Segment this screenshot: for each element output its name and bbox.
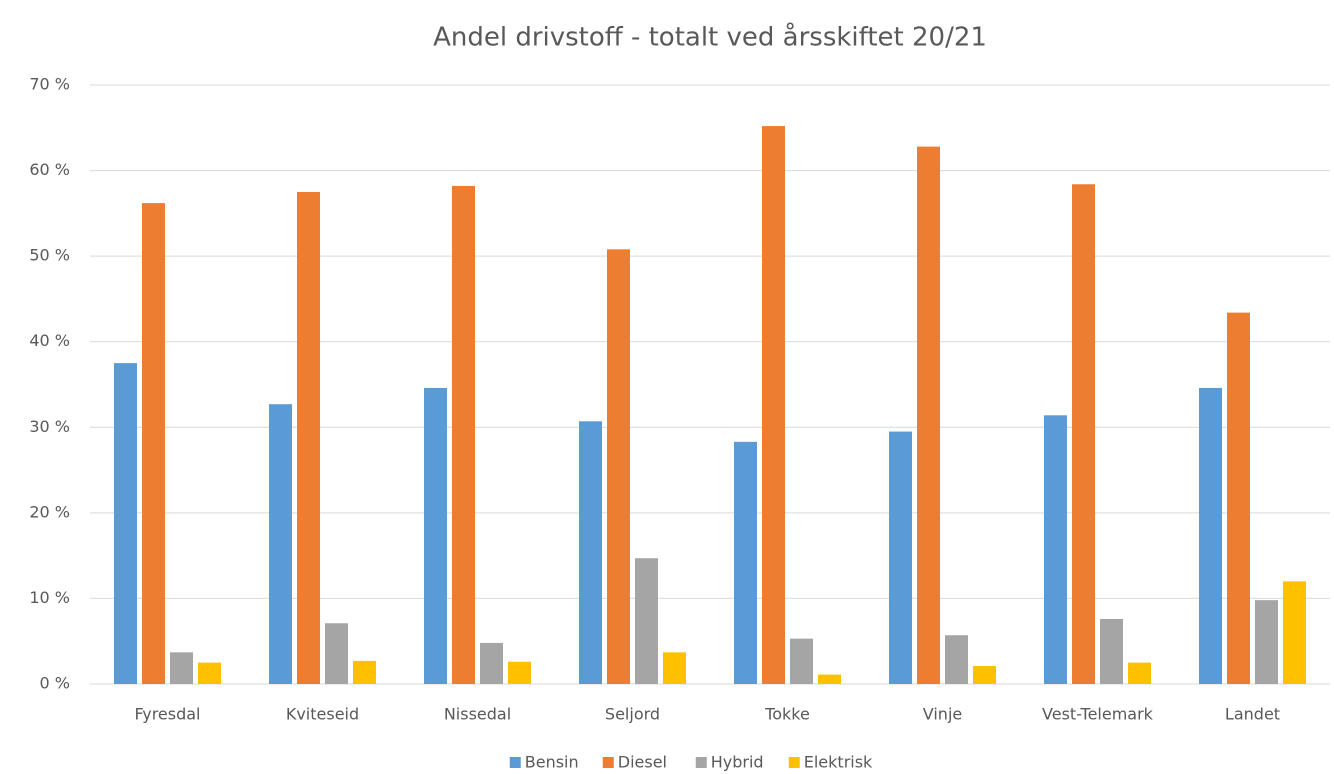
bar bbox=[1227, 312, 1250, 684]
legend-label: Bensin bbox=[525, 753, 579, 772]
x-tick-label: Vinje bbox=[923, 705, 962, 724]
bar bbox=[297, 191, 320, 684]
bar bbox=[818, 674, 841, 684]
bar bbox=[917, 146, 940, 684]
y-tick-label: 70 % bbox=[29, 75, 70, 94]
bar bbox=[424, 387, 447, 684]
legend-label: Elektrisk bbox=[804, 753, 873, 772]
bar bbox=[663, 652, 686, 684]
bar bbox=[170, 652, 193, 684]
bar bbox=[142, 203, 165, 685]
legend-label: Hybrid bbox=[711, 753, 764, 772]
bar bbox=[1100, 618, 1123, 684]
bar bbox=[734, 441, 757, 684]
bar bbox=[1283, 581, 1306, 684]
bar bbox=[325, 623, 348, 684]
bar bbox=[1128, 662, 1151, 684]
bar bbox=[1044, 415, 1067, 684]
chart-title: Andel drivstoff - totalt ved årsskiftet … bbox=[433, 22, 987, 53]
bar bbox=[353, 660, 376, 684]
bar bbox=[790, 638, 813, 684]
bar bbox=[198, 662, 221, 684]
legend-label: Diesel bbox=[618, 753, 667, 772]
bar bbox=[1255, 600, 1278, 684]
bar bbox=[452, 185, 475, 684]
y-tick-label: 20 % bbox=[29, 502, 70, 521]
x-tick-label: Fyresdal bbox=[134, 705, 200, 724]
y-tick-label: 10 % bbox=[29, 588, 70, 607]
legend-swatch bbox=[695, 757, 707, 768]
y-tick-label: 50 % bbox=[29, 246, 70, 265]
y-tick-label: 40 % bbox=[29, 331, 70, 350]
bar bbox=[114, 363, 137, 684]
bar bbox=[269, 404, 292, 684]
x-tick-label: Landet bbox=[1225, 705, 1280, 724]
y-tick-label: 30 % bbox=[29, 417, 70, 436]
legend-swatch bbox=[602, 757, 614, 768]
y-tick-label: 0 % bbox=[40, 674, 70, 693]
x-tick-label: Seljord bbox=[605, 705, 660, 724]
x-tick-label: Vest-Telemark bbox=[1042, 705, 1154, 724]
bar bbox=[762, 126, 785, 685]
x-tick-label: Tokke bbox=[764, 705, 810, 724]
bar bbox=[579, 421, 602, 684]
bar bbox=[635, 558, 658, 684]
legend-swatch bbox=[509, 757, 521, 768]
legend-swatch bbox=[788, 757, 800, 768]
bar bbox=[945, 635, 968, 684]
bar bbox=[973, 666, 996, 684]
bar bbox=[889, 431, 912, 684]
y-tick-label: 60 % bbox=[29, 160, 70, 179]
bar bbox=[480, 642, 503, 684]
x-tick-label: Nissedal bbox=[444, 705, 511, 724]
bar bbox=[1199, 387, 1222, 684]
bar bbox=[508, 661, 531, 684]
x-tick-label: Kviteseid bbox=[286, 705, 359, 724]
bar bbox=[607, 249, 630, 684]
bar bbox=[1072, 184, 1095, 684]
